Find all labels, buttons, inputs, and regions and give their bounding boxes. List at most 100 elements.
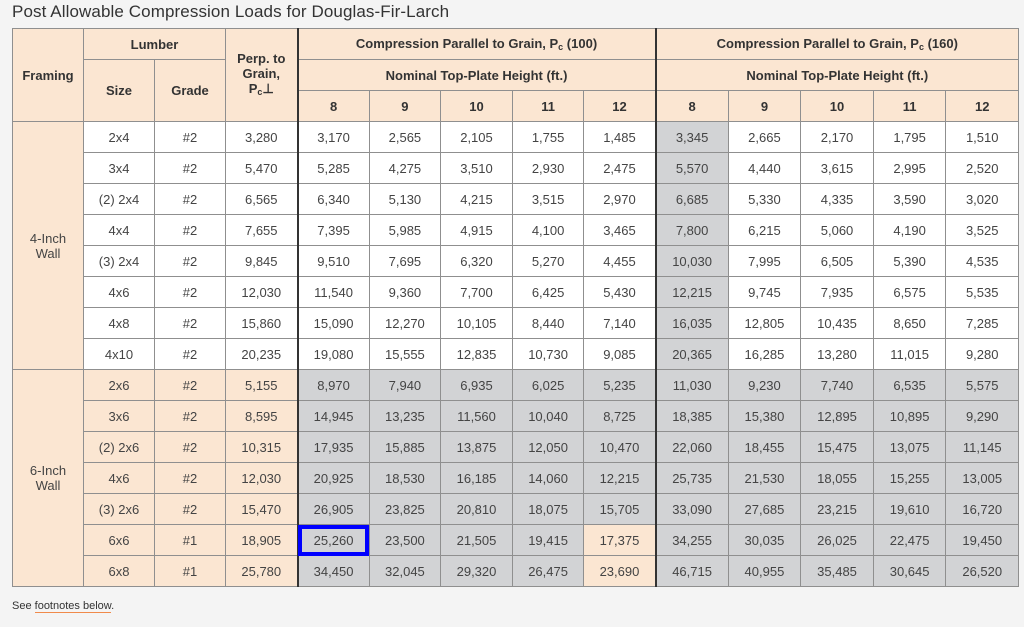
- grade-cell: #1: [153, 524, 227, 556]
- size-cell: 3x6: [83, 400, 155, 432]
- load-cell: 14,945: [296, 400, 370, 432]
- load-cell: 5,330: [727, 183, 802, 215]
- grade-cell: #2: [153, 307, 227, 339]
- footnotes-link[interactable]: footnotes below: [34, 600, 112, 613]
- table-row: (2) 2x4 #2 6,565 6,340 5,130 4,215 3,515 2,970 6…: [13, 183, 1020, 215]
- load-cell: 18,455: [727, 431, 802, 463]
- load-cell: 16,720: [945, 493, 1020, 525]
- load-cell: 16,035: [654, 307, 729, 339]
- load-cell: 6,575: [872, 276, 947, 308]
- load-cell: 11,030: [654, 369, 729, 401]
- load-cell: 7,800: [654, 214, 729, 246]
- load-cell: 3,170: [296, 121, 370, 153]
- load-cell: 3,590: [872, 183, 947, 215]
- page-title: Post Allowable Compression Loads for Dou…: [12, 2, 450, 21]
- load-cell: 4,100: [511, 214, 585, 246]
- load-cell: 2,970: [583, 183, 657, 215]
- load-cell: 15,705: [583, 493, 657, 525]
- load-cell: 4,535: [945, 245, 1020, 277]
- load-cell: 23,500: [368, 524, 442, 556]
- selected-cell[interactable]: 25,260: [296, 524, 370, 556]
- load-cell: 2,520: [945, 152, 1020, 184]
- table-row: 3x4 #2 5,470 5,285 4,275 3,510 2,930 2,475 5,570…: [13, 152, 1020, 184]
- table-row: 4x8 #2 15,860 15,090 12,270 10,105 8,440 7,140 1…: [13, 307, 1020, 339]
- load-cell: 10,105: [440, 307, 513, 339]
- table-row: 4x6 #2 12,030 20,925 18,530 16,185 14,060 12,21…: [13, 462, 1020, 494]
- load-cell: 9,510: [296, 245, 370, 277]
- perp-cell: 10,315: [225, 431, 299, 463]
- table-row: 4x6 #2 12,030 11,540 9,360 7,700 6,425 5,430 12,…: [13, 276, 1020, 308]
- table-row: 4x10 #2 20,235 19,080 15,555 12,835 10,730 9,08…: [13, 338, 1020, 370]
- load-cell: 7,140: [583, 307, 657, 339]
- grade-cell: #2: [153, 400, 227, 432]
- load-cell: 6,425: [511, 276, 585, 308]
- grade-cell: #2: [153, 369, 227, 401]
- grade-cell: #2: [153, 121, 227, 153]
- header-height-100-12: 12: [583, 90, 657, 122]
- load-cell: 3,615: [800, 152, 874, 184]
- load-cell: 5,430: [583, 276, 657, 308]
- perp-cell: 6,565: [225, 183, 299, 215]
- load-cell: 13,075: [872, 431, 947, 463]
- size-cell: (3) 2x6: [83, 493, 155, 525]
- table-row: 4x4 #2 7,655 7,395 5,985 4,915 4,100 3,465 7,800…: [13, 214, 1020, 246]
- load-cell: 2,995: [872, 152, 947, 184]
- load-cell: 5,390: [872, 245, 947, 277]
- load-cell: 5,130: [368, 183, 442, 215]
- perp-cell: 9,845: [225, 245, 299, 277]
- load-cell: 7,935: [800, 276, 874, 308]
- load-cell: 13,005: [945, 462, 1020, 494]
- load-cell: 12,215: [583, 462, 657, 494]
- table-row: 4-Inch Wall 2x4 #2 3,280 3,170 2,565 2,105 1,755…: [12, 121, 1020, 370]
- grade-cell: #2: [153, 276, 227, 308]
- load-cell: 2,665: [727, 121, 802, 153]
- load-cell: 6,320: [440, 245, 513, 277]
- load-cell: 7,395: [296, 214, 370, 246]
- load-cell: 15,555: [368, 338, 442, 370]
- load-cell: 23,215: [800, 493, 874, 525]
- load-cell: 2,105: [440, 121, 513, 153]
- perp-cell: 25,780: [225, 555, 299, 587]
- perp-cell: 5,155: [225, 369, 299, 401]
- load-cell: 5,235: [583, 369, 657, 401]
- load-cell: 11,560: [440, 400, 513, 432]
- load-cell: 18,075: [511, 493, 585, 525]
- load-cell: 21,530: [727, 462, 802, 494]
- load-cell: 18,055: [800, 462, 874, 494]
- header-grade: Grade: [153, 59, 227, 122]
- perp-cell: 12,030: [225, 276, 299, 308]
- load-cell: 1,755: [511, 121, 585, 153]
- load-cell: 15,475: [800, 431, 874, 463]
- load-cell: 5,570: [654, 152, 729, 184]
- table-row: (3) 2x6 #2 15,470 26,905 23,825 20,810 18,075 1…: [13, 493, 1020, 525]
- load-cell: 8,650: [872, 307, 947, 339]
- header-height-160-11: 11: [872, 90, 947, 122]
- load-cell: 17,935: [296, 431, 370, 463]
- size-cell: 3x4: [83, 152, 155, 184]
- size-cell: 4x4: [83, 214, 155, 246]
- header-height-100-10: 10: [440, 90, 513, 122]
- load-cell: 7,740: [800, 369, 874, 401]
- table-row: 3x6 #2 8,595 14,945 13,235 11,560 10,040 8,725 1…: [13, 400, 1020, 432]
- load-cell: 3,525: [945, 214, 1020, 246]
- load-cell: 6,215: [727, 214, 802, 246]
- load-cell: 18,530: [368, 462, 442, 494]
- header-perp-label: Perp. to Grain, Pc⊥: [237, 50, 286, 97]
- load-cell: 21,505: [440, 524, 513, 556]
- load-cell: 13,235: [368, 400, 442, 432]
- load-cell: 7,695: [368, 245, 442, 277]
- load-cell: 2,170: [800, 121, 874, 153]
- header-height-160-12: 12: [945, 90, 1020, 122]
- size-cell: 4x6: [83, 276, 155, 308]
- load-cell: 26,905: [296, 493, 370, 525]
- grade-cell: #2: [153, 462, 227, 494]
- header-pc160: Compression Parallel to Grain, Pc (160): [654, 28, 1020, 60]
- load-cell: 20,365: [654, 338, 729, 370]
- load-cell: 17,375: [583, 524, 657, 556]
- load-cell: 13,875: [440, 431, 513, 463]
- load-cell: 9,085: [583, 338, 657, 370]
- grade-cell: #1: [153, 555, 227, 587]
- load-cell: 7,700: [440, 276, 513, 308]
- load-cell: 12,835: [440, 338, 513, 370]
- load-cell: 16,285: [727, 338, 802, 370]
